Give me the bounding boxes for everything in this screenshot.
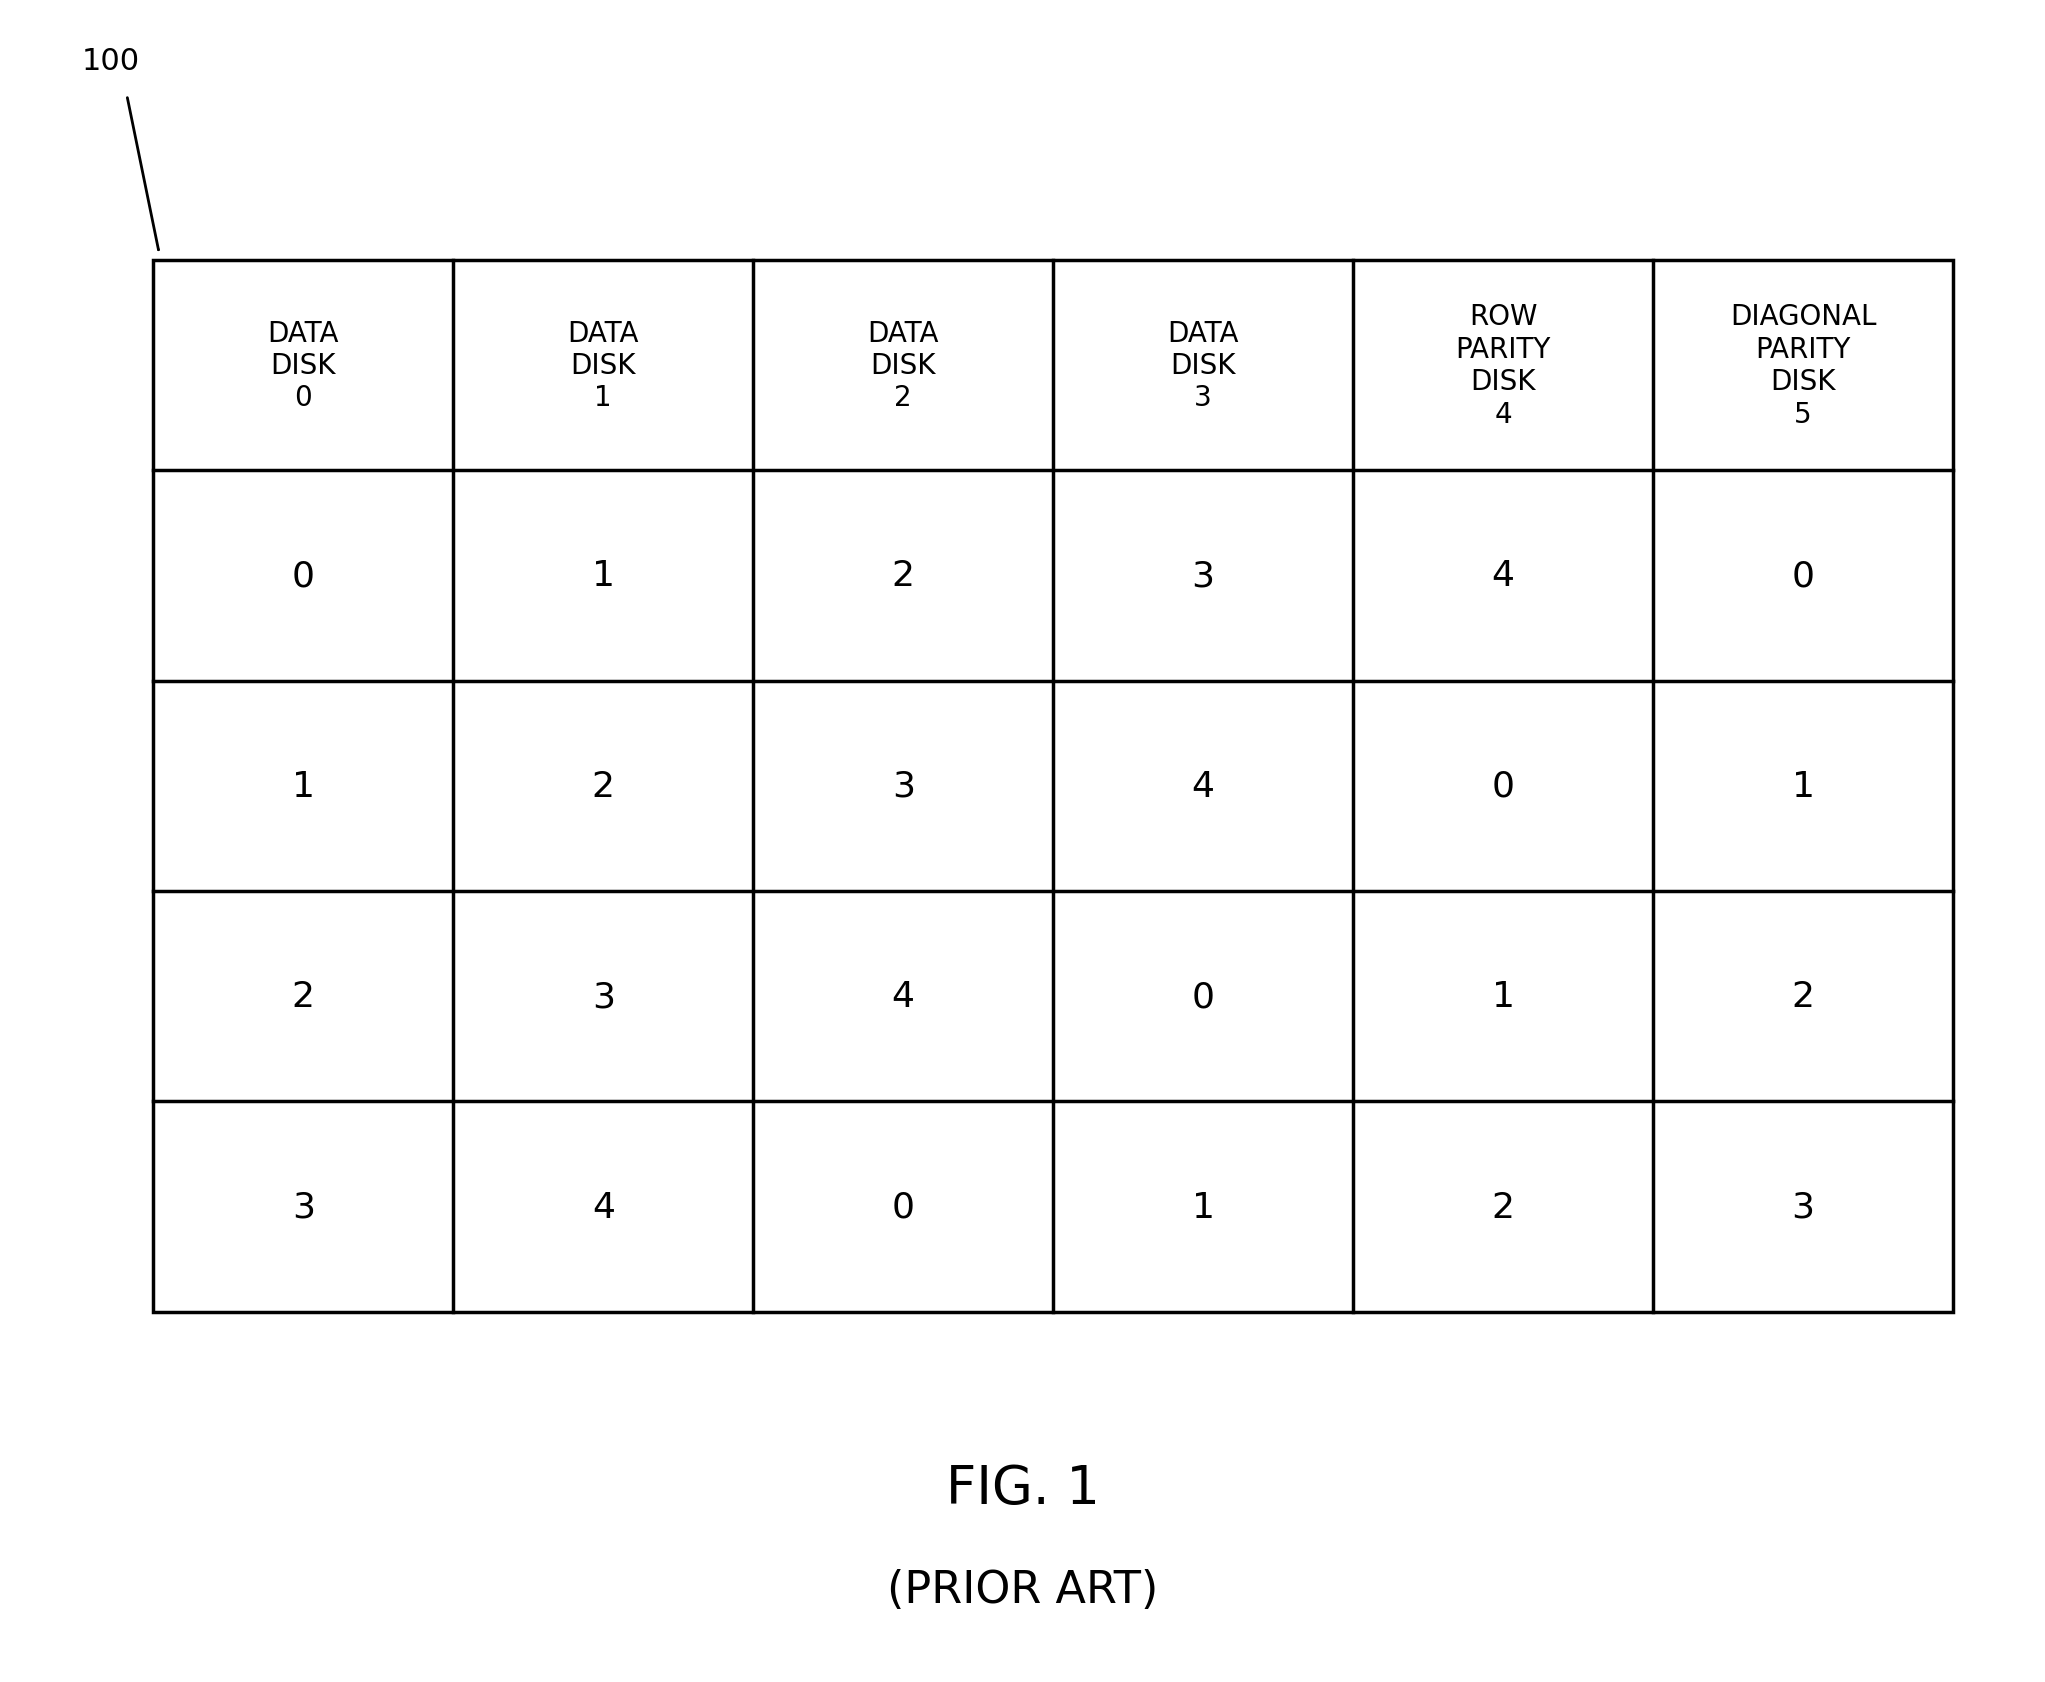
Text: 2: 2 bbox=[892, 558, 914, 594]
Text: 3: 3 bbox=[591, 979, 616, 1014]
Text: FIG. 1: FIG. 1 bbox=[945, 1463, 1100, 1514]
Text: DATA
DISK
1: DATA DISK 1 bbox=[569, 320, 638, 412]
Text: (PRIOR ART): (PRIOR ART) bbox=[888, 1568, 1157, 1611]
Text: 4: 4 bbox=[892, 979, 914, 1014]
Text: 0: 0 bbox=[1791, 558, 1814, 594]
FancyArrowPatch shape bbox=[127, 99, 157, 251]
Text: ROW
PARITY
DISK
4: ROW PARITY DISK 4 bbox=[1456, 303, 1550, 429]
Text: 0: 0 bbox=[1491, 769, 1515, 804]
Text: 4: 4 bbox=[591, 1189, 616, 1224]
Text: 1: 1 bbox=[1791, 769, 1814, 804]
Text: 1: 1 bbox=[591, 558, 616, 594]
Text: DATA
DISK
3: DATA DISK 3 bbox=[1168, 320, 1239, 412]
Text: 4: 4 bbox=[1192, 769, 1215, 804]
Text: DATA
DISK
0: DATA DISK 0 bbox=[268, 320, 339, 412]
Text: 3: 3 bbox=[1791, 1189, 1814, 1224]
Text: 1: 1 bbox=[1491, 979, 1515, 1014]
Text: 2: 2 bbox=[1791, 979, 1814, 1014]
Text: 1: 1 bbox=[292, 769, 315, 804]
Text: 2: 2 bbox=[292, 979, 315, 1014]
Text: 2: 2 bbox=[591, 769, 616, 804]
Text: 0: 0 bbox=[892, 1189, 914, 1224]
Text: DATA
DISK
2: DATA DISK 2 bbox=[867, 320, 939, 412]
Text: 2: 2 bbox=[1491, 1189, 1515, 1224]
Text: DIAGONAL
PARITY
DISK
5: DIAGONAL PARITY DISK 5 bbox=[1730, 303, 1875, 429]
Text: 3: 3 bbox=[1192, 558, 1215, 594]
Text: 1: 1 bbox=[1192, 1189, 1215, 1224]
Text: 0: 0 bbox=[1192, 979, 1215, 1014]
Text: 0: 0 bbox=[292, 558, 315, 594]
Text: 4: 4 bbox=[1491, 558, 1515, 594]
Text: 3: 3 bbox=[292, 1189, 315, 1224]
Text: 100: 100 bbox=[82, 47, 139, 76]
Bar bbox=[153, 261, 1953, 1312]
Text: 3: 3 bbox=[892, 769, 914, 804]
